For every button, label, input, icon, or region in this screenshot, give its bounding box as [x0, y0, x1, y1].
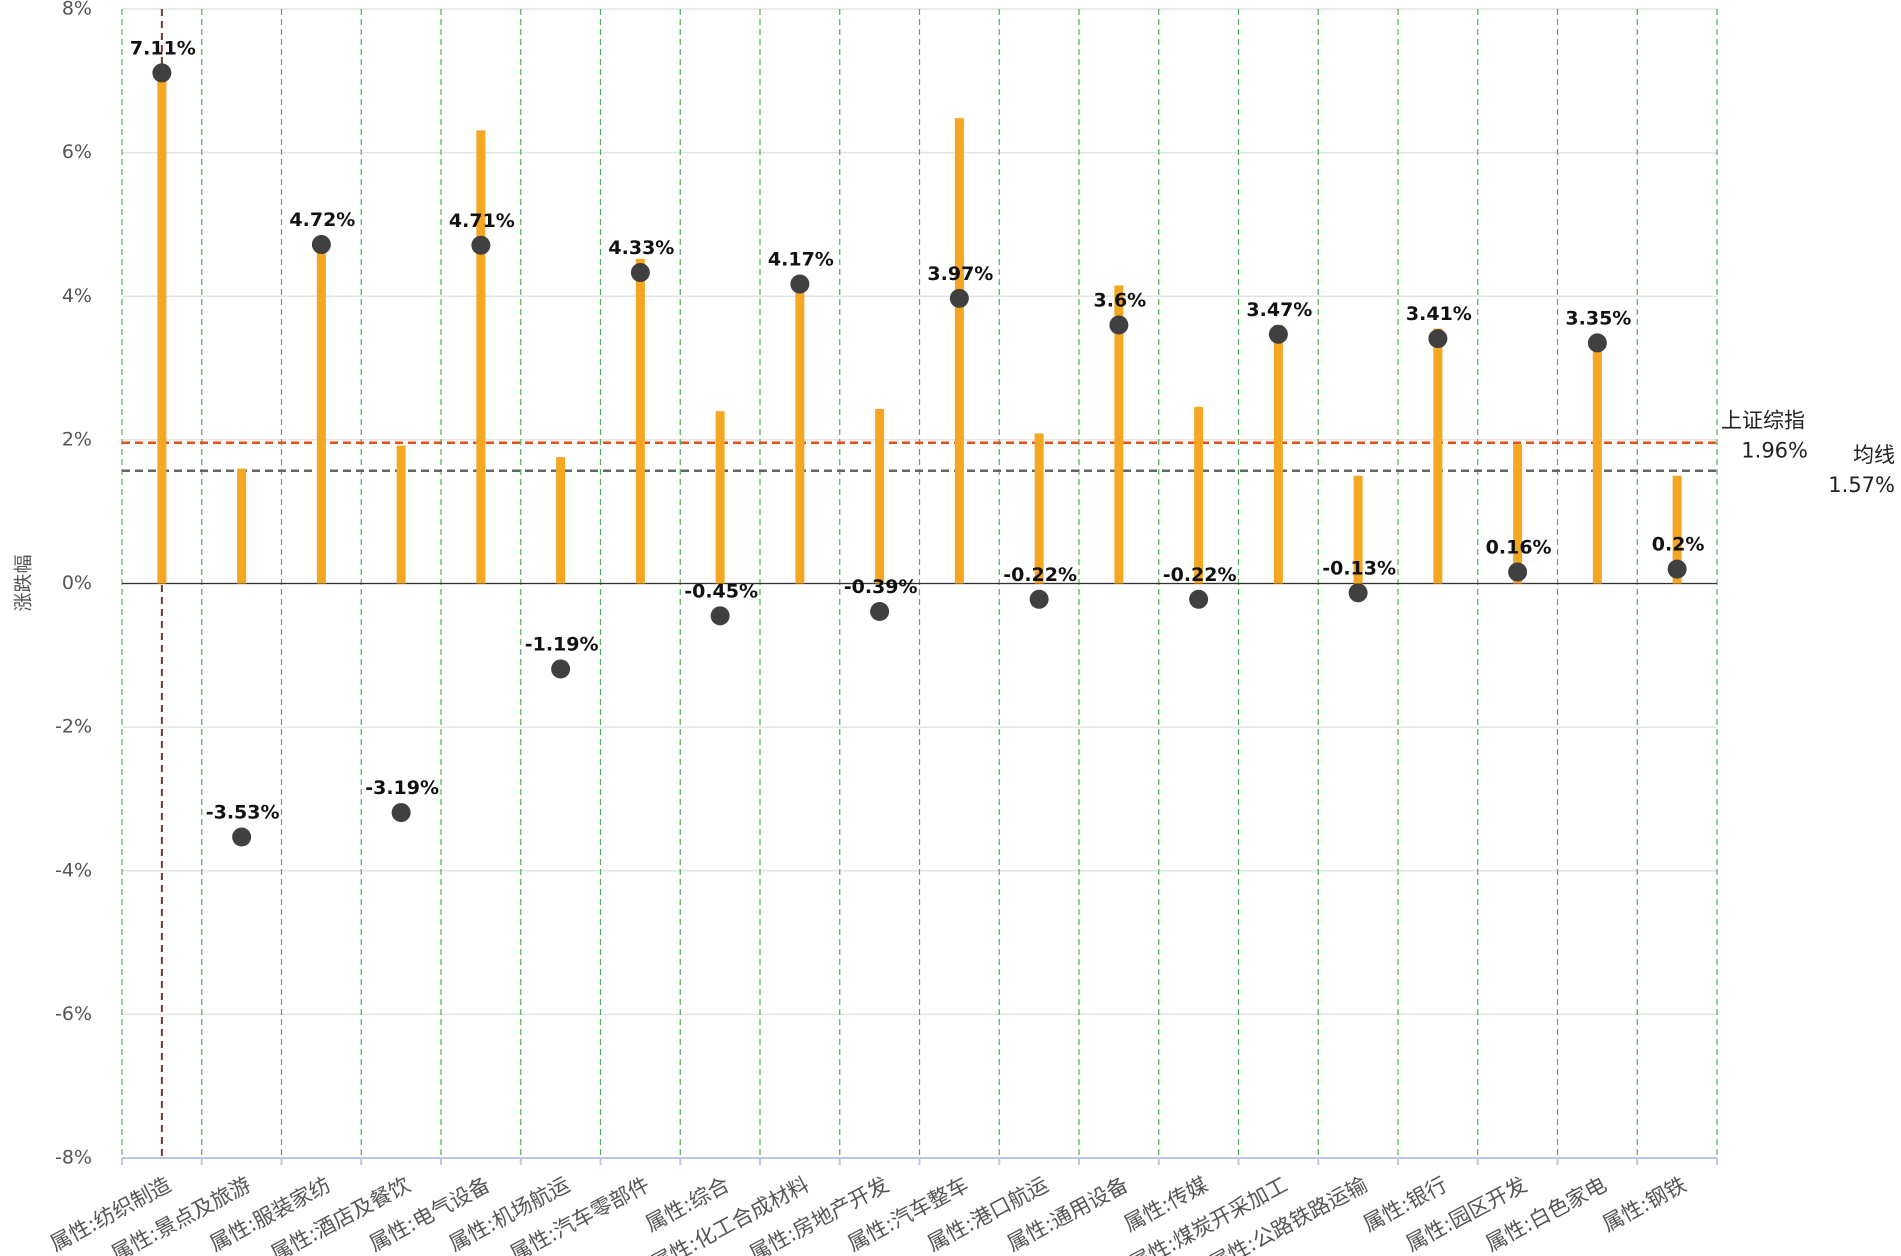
dot	[1109, 315, 1129, 335]
bar	[635, 258, 645, 584]
y-tick-label: 8%	[62, 0, 92, 20]
value-label: 3.47%	[1246, 299, 1312, 321]
x-tick-label: 属性:钢铁	[1599, 1173, 1691, 1237]
bar	[1672, 475, 1682, 584]
value-label: 3.6%	[1094, 289, 1147, 311]
bar	[954, 118, 964, 584]
dot	[1029, 589, 1049, 609]
value-label: 4.33%	[608, 237, 674, 259]
bar	[875, 408, 885, 584]
bar	[1114, 285, 1124, 584]
value-label: -0.22%	[1163, 564, 1237, 586]
bar	[1433, 328, 1443, 584]
value-label: 3.41%	[1406, 303, 1472, 325]
dot	[949, 288, 969, 308]
dot	[311, 235, 331, 255]
dot	[152, 63, 172, 83]
dot	[391, 803, 411, 823]
bar	[237, 468, 247, 584]
bar	[556, 457, 566, 584]
bar	[795, 276, 805, 584]
y-tick-label: 0%	[62, 572, 92, 594]
bar	[157, 73, 167, 584]
dot	[630, 263, 650, 283]
dot	[1268, 324, 1288, 344]
value-label: 7.11%	[130, 37, 196, 59]
dot	[1587, 333, 1607, 353]
reference-name: 均线	[1853, 443, 1895, 467]
bar	[1034, 433, 1044, 584]
value-label: 0.2%	[1652, 534, 1705, 556]
y-tick-label: -4%	[55, 859, 92, 881]
y-tick-label: -2%	[55, 716, 92, 738]
value-label: 3.35%	[1565, 307, 1631, 329]
y-tick-label: 6%	[62, 141, 92, 163]
y-axis-title: 涨跌幅	[13, 554, 35, 611]
reference-name: 上证综指	[1721, 409, 1805, 433]
bar	[1513, 444, 1523, 584]
dot	[1348, 583, 1368, 603]
reference-value: 1.96%	[1741, 439, 1808, 463]
dot	[1189, 589, 1209, 609]
dot	[1508, 562, 1528, 582]
bar	[396, 445, 406, 584]
value-label: 4.71%	[449, 210, 515, 232]
value-label: 0.16%	[1486, 537, 1552, 559]
dot	[471, 235, 491, 255]
dot	[1667, 559, 1687, 579]
dot	[710, 606, 730, 626]
y-tick-label: 2%	[62, 428, 92, 450]
dot	[1428, 329, 1448, 349]
bar	[715, 411, 725, 584]
value-label: 3.97%	[927, 263, 993, 285]
y-tick-label: 4%	[62, 285, 92, 307]
value-label: -0.45%	[684, 580, 758, 602]
bar	[1592, 339, 1602, 584]
value-label: -3.19%	[365, 777, 439, 799]
dot	[232, 827, 252, 847]
dot	[551, 659, 571, 679]
value-label: -0.13%	[1322, 557, 1396, 579]
value-label: -0.39%	[844, 576, 918, 598]
reference-value: 1.57%	[1828, 473, 1895, 497]
dot	[870, 602, 890, 622]
value-label: 4.72%	[289, 209, 355, 231]
dot	[790, 274, 810, 294]
bar	[1273, 324, 1283, 584]
bar	[316, 245, 326, 584]
bar	[1353, 475, 1363, 584]
value-label: -3.53%	[206, 801, 280, 823]
value-label: -0.22%	[1003, 564, 1077, 586]
value-label: -1.19%	[525, 633, 599, 655]
value-label: 4.17%	[768, 249, 834, 271]
bar	[1194, 406, 1204, 584]
y-tick-label: -6%	[55, 1003, 92, 1025]
bar	[476, 130, 486, 584]
y-tick-label: -8%	[55, 1147, 92, 1169]
